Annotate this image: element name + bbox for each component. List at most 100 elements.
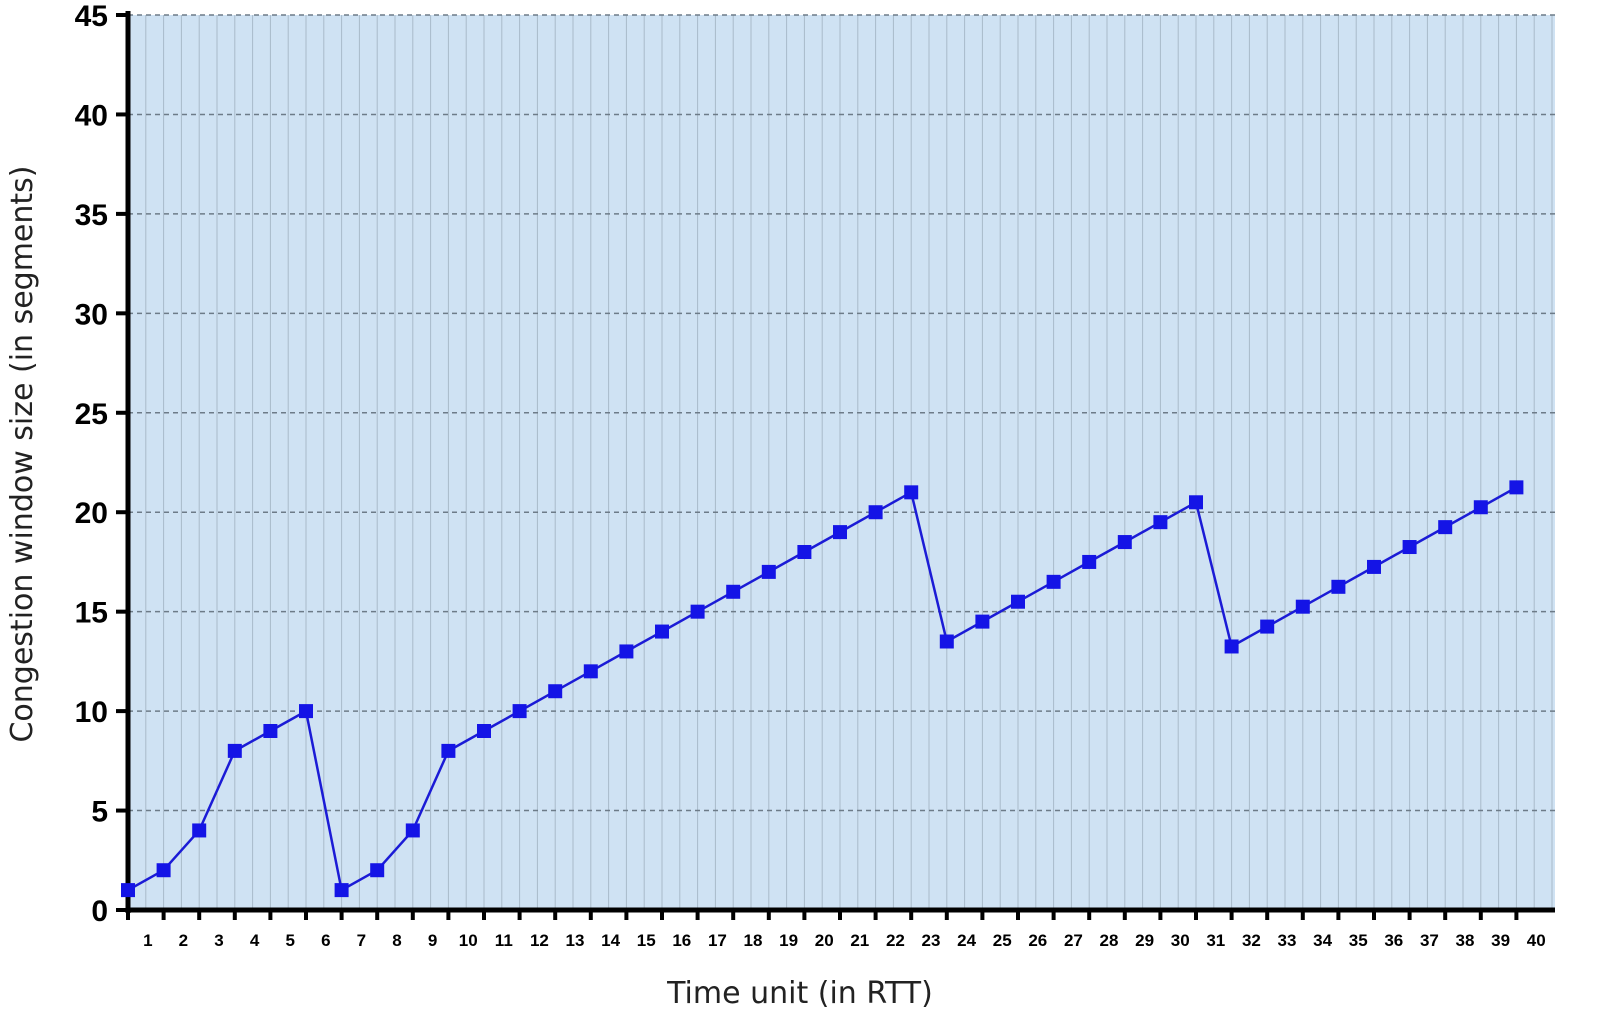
x-tick-labels: 1 2 3 4 5 6 7 8 9 10 11 12 13 14 15 16 17 18 19 20 21 22 23 24 2… — [143, 931, 1546, 950]
x-tick-label: 14 — [601, 931, 620, 950]
x-tick-label: 38 — [1456, 931, 1475, 950]
data-point — [1367, 559, 1381, 574]
x-tick-label: 7 — [357, 931, 366, 950]
y-tick-label: 5 — [91, 796, 108, 829]
x-tick-label: 34 — [1313, 931, 1332, 950]
y-tick-label: 0 — [91, 895, 108, 928]
x-tick-label: 15 — [637, 931, 656, 950]
x-tick-label: 36 — [1384, 931, 1403, 950]
data-point — [761, 564, 776, 579]
x-tick-label: 25 — [993, 931, 1012, 950]
data-point — [512, 704, 527, 719]
x-tick-label: 10 — [459, 931, 478, 950]
data-point — [939, 634, 954, 649]
x-tick-label: 30 — [1171, 931, 1190, 950]
data-point — [619, 644, 634, 659]
y-axis-title: Congestion window size (in segments) — [5, 165, 40, 742]
x-tick-label: 28 — [1100, 931, 1119, 950]
x-tick-label: 32 — [1242, 931, 1261, 950]
x-tick-label: 17 — [708, 931, 727, 950]
x-tick-label: 3 — [214, 931, 223, 950]
x-tick-label: 8 — [392, 931, 401, 950]
data-point — [370, 863, 385, 878]
x-tick-label: 35 — [1349, 931, 1368, 950]
x-axis-title: Time unit (in RTT) — [666, 976, 933, 1011]
data-point — [868, 505, 883, 520]
x-tick-label: 13 — [566, 931, 585, 950]
data-point — [726, 584, 741, 599]
x-tick-label: 18 — [744, 931, 763, 950]
data-point — [655, 624, 669, 639]
y-tick-label: 45 — [75, 0, 108, 33]
x-tick-label: 31 — [1206, 931, 1225, 950]
x-tick-label: 21 — [850, 931, 869, 950]
data-point — [1189, 495, 1203, 510]
y-tick-label: 35 — [75, 199, 108, 232]
data-point — [1438, 520, 1453, 535]
x-tick-label: 24 — [957, 931, 976, 950]
data-point — [1509, 480, 1524, 495]
axes — [116, 11, 1555, 920]
data-point — [477, 724, 491, 738]
plot-background — [128, 15, 1555, 910]
data-point — [904, 485, 919, 500]
data-point — [1011, 594, 1025, 609]
data-point — [1117, 535, 1132, 550]
data-point — [797, 545, 812, 559]
x-tick-label: 39 — [1491, 931, 1510, 950]
y-tick-label: 40 — [75, 99, 108, 132]
x-tick-label: 20 — [815, 931, 834, 950]
x-tick-label: 4 — [250, 931, 260, 950]
x-tick-label: 26 — [1028, 931, 1047, 950]
data-point — [1153, 515, 1168, 530]
data-point — [227, 743, 242, 758]
x-tick-label: 9 — [428, 931, 437, 950]
x-tick-label: 40 — [1527, 931, 1546, 950]
data-point — [299, 704, 313, 719]
x-tick-label: 19 — [779, 931, 798, 950]
y-tick-label: 15 — [75, 597, 108, 630]
grid-lines — [128, 14, 1555, 910]
data-point — [548, 684, 563, 699]
x-tick-label: 33 — [1278, 931, 1297, 950]
data-point — [1046, 574, 1061, 589]
x-tick-label: 16 — [672, 931, 691, 950]
data-point — [263, 724, 278, 738]
data-point — [975, 614, 990, 629]
x-tick-label: 22 — [886, 931, 905, 950]
x-tick-label: 6 — [321, 931, 330, 950]
data-point — [192, 823, 207, 838]
data-point — [1224, 639, 1239, 654]
x-tick-label: 1 — [143, 931, 152, 950]
x-tick-label: 5 — [285, 931, 294, 950]
data-point — [156, 863, 171, 878]
data-point — [1473, 500, 1488, 515]
data-point — [1082, 554, 1097, 569]
x-tick-label: 37 — [1420, 931, 1439, 950]
data-point — [1295, 599, 1310, 614]
x-tick-label: 23 — [922, 931, 941, 950]
data-point — [334, 883, 349, 898]
data-point — [121, 883, 135, 898]
y-tick-label: 30 — [75, 298, 108, 331]
data-point — [833, 525, 847, 540]
y-tick-label: 20 — [75, 497, 108, 530]
y-tick-labels: 0 5 10 15 20 25 30 35 40 45 — [75, 0, 108, 928]
data-point — [1260, 619, 1275, 634]
series-layer — [121, 480, 1524, 898]
data-point — [405, 823, 420, 838]
data-point — [1402, 540, 1417, 555]
data-point — [1331, 579, 1346, 594]
y-tick-label: 10 — [75, 696, 108, 729]
x-tick-label: 27 — [1064, 931, 1083, 950]
x-tick-label: 2 — [179, 931, 188, 950]
series-line — [127, 486, 1518, 892]
data-point — [690, 604, 705, 619]
data-point — [583, 664, 598, 679]
y-tick-label: 25 — [75, 398, 108, 431]
x-tick-label: 12 — [530, 931, 549, 950]
x-tick-label: 11 — [495, 931, 513, 950]
x-tick-label: 29 — [1135, 931, 1154, 950]
data-point — [441, 743, 456, 758]
